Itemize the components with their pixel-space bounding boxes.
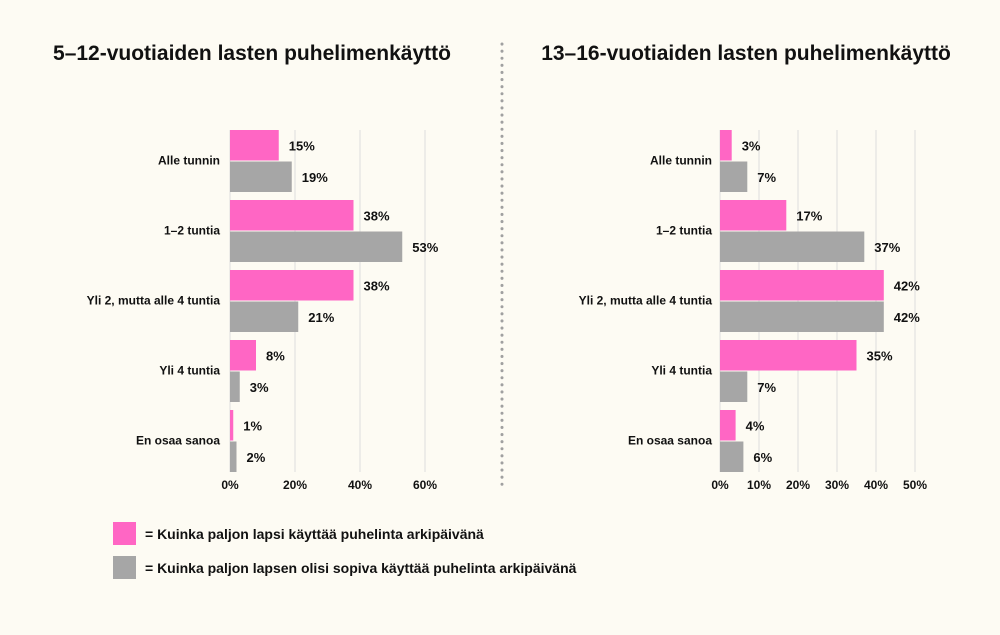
left-bar-s0-c0 (230, 130, 279, 161)
left-bar-s0-c1 (230, 200, 354, 231)
left-bar-s0-c2 (230, 270, 354, 301)
right-bar-s1-c1 (720, 231, 865, 262)
left-bar-s1-c3 (230, 371, 240, 402)
left-value-label-s0-c4: 1% (243, 418, 262, 433)
right-bar-s1-c2 (720, 301, 884, 332)
chart-left-title: 5–12-vuotiaiden lasten puhelimenkäyttö (53, 42, 451, 65)
right-value-label-s0-c2: 42% (894, 278, 920, 293)
left-category-label-2: Yli 2, mutta alle 4 tuntia (87, 294, 221, 308)
right-bar-s1-c3 (720, 371, 748, 402)
right-value-label-s0-c4: 4% (746, 418, 765, 433)
left-bar-s0-c4 (230, 410, 234, 441)
right-x-tick-label-3: 30% (825, 478, 849, 492)
right-value-label-s1-c1: 37% (874, 240, 900, 255)
right-x-tick-label-5: 50% (903, 478, 927, 492)
left-bar-s1-c2 (230, 301, 299, 332)
left-value-label-s0-c0: 15% (289, 138, 315, 153)
left-value-label-s0-c3: 8% (266, 348, 285, 363)
legend-swatch-appropriate (113, 556, 136, 579)
left-x-tick-label-2: 40% (348, 478, 372, 492)
right-bar-s0-c2 (720, 270, 884, 301)
left-value-label-s0-c2: 38% (364, 278, 390, 293)
legend: = Kuinka paljon lapsi käyttää puhelinta … (113, 522, 577, 579)
left-category-label-1: 1–2 tuntia (164, 224, 220, 238)
right-value-label-s1-c2: 42% (894, 310, 920, 325)
left-bar-s1-c1 (230, 231, 403, 262)
left-category-label-4: En osaa sanoa (136, 434, 220, 448)
chart-left-panel: 0% 20% 40% 60% Alle tunnin 15% 19% 1–2 tuntia 38… (87, 130, 439, 492)
right-x-tick-label-0: 0% (711, 478, 729, 492)
left-bar-s1-c0 (230, 161, 292, 192)
right-category-label-1: 1–2 tuntia (656, 224, 712, 238)
right-bar-s0-c0 (720, 130, 732, 161)
right-category-label-2: Yli 2, mutta alle 4 tuntia (579, 294, 713, 308)
right-bar-s1-c0 (720, 161, 748, 192)
left-value-label-s1-c0: 19% (302, 170, 328, 185)
legend-label-actual: = Kuinka paljon lapsi käyttää puhelinta … (145, 526, 484, 542)
right-value-label-s0-c1: 17% (796, 208, 822, 223)
right-category-label-0: Alle tunnin (650, 154, 712, 168)
right-category-label-4: En osaa sanoa (628, 434, 712, 448)
left-x-tick-label-1: 20% (283, 478, 307, 492)
right-x-tick-label-1: 10% (747, 478, 771, 492)
left-x-tick-label-0: 0% (221, 478, 239, 492)
left-value-label-s1-c3: 3% (250, 380, 269, 395)
left-value-label-s1-c4: 2% (247, 450, 266, 465)
right-value-label-s1-c3: 7% (757, 380, 776, 395)
right-bar-s0-c1 (720, 200, 787, 231)
right-x-tick-label-4: 40% (864, 478, 888, 492)
left-category-label-0: Alle tunnin (158, 154, 220, 168)
right-value-label-s1-c0: 7% (757, 170, 776, 185)
left-value-label-s0-c1: 38% (364, 208, 390, 223)
chart-right-panel: 0% 10% 20% 30% 40% 50% Alle tunnin 3% 7% 1–2 tunt… (579, 130, 927, 492)
right-x-tick-label-2: 20% (786, 478, 810, 492)
right-category-label-3: Yli 4 tuntia (651, 364, 712, 378)
right-bar-s0-c3 (720, 340, 857, 371)
legend-swatch-actual (113, 522, 136, 545)
left-category-label-3: Yli 4 tuntia (159, 364, 220, 378)
right-bar-s0-c4 (720, 410, 736, 441)
left-x-tick-label-3: 60% (413, 478, 437, 492)
chart-right-title: 13–16-vuotiaiden lasten puhelimenkäyttö (541, 42, 951, 65)
left-bar-s1-c4 (230, 441, 237, 472)
left-value-label-s1-c1: 53% (412, 240, 438, 255)
left-bar-s0-c3 (230, 340, 256, 371)
legend-label-appropriate: = Kuinka paljon lapsen olisi sopiva käyt… (145, 560, 577, 576)
right-value-label-s0-c3: 35% (867, 348, 893, 363)
right-bar-s1-c4 (720, 441, 744, 472)
right-value-label-s0-c0: 3% (742, 138, 761, 153)
right-value-label-s1-c4: 6% (753, 450, 772, 465)
left-value-label-s1-c2: 21% (308, 310, 334, 325)
